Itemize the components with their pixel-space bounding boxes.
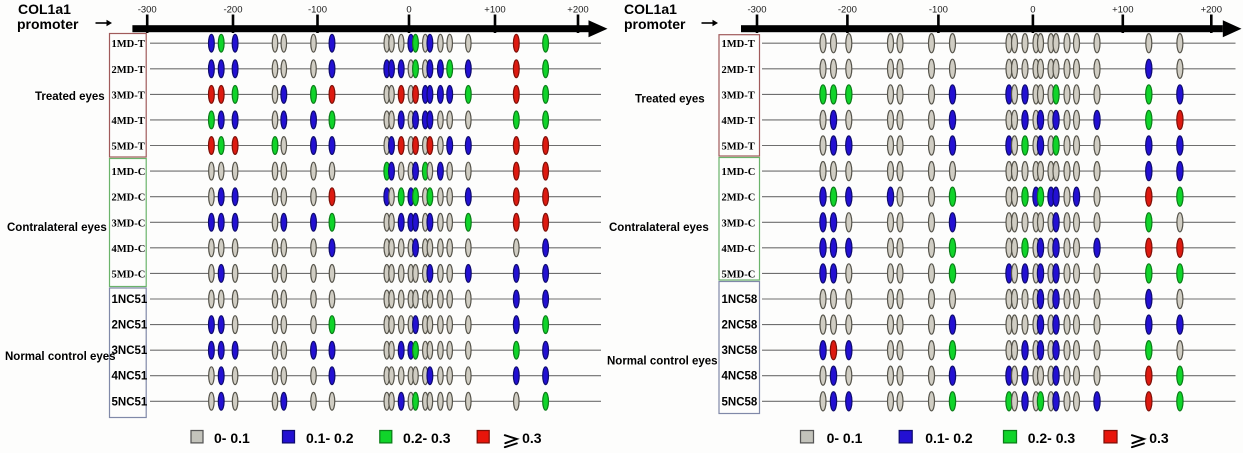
svg-text:4NC58: 4NC58	[722, 371, 758, 383]
svg-text:0.1- 0.2: 0.1- 0.2	[925, 430, 973, 446]
svg-text:-200: -200	[223, 5, 242, 16]
svg-text:2MD-T: 2MD-T	[112, 65, 145, 76]
svg-text:promoter: promoter	[624, 16, 686, 32]
svg-text:0.3: 0.3	[522, 430, 542, 446]
svg-text:2MD-C: 2MD-C	[112, 193, 146, 204]
svg-text:0- 0.1: 0- 0.1	[214, 430, 250, 446]
svg-text:promoter: promoter	[17, 16, 79, 32]
svg-text:4MD-T: 4MD-T	[112, 116, 145, 127]
svg-text:4NC51: 4NC51	[112, 371, 148, 383]
svg-text:1NC51: 1NC51	[112, 294, 148, 306]
svg-text:+100: +100	[1112, 5, 1133, 16]
svg-text:Contralateral eyes: Contralateral eyes	[7, 222, 107, 234]
svg-text:Contralateral eyes: Contralateral eyes	[609, 222, 709, 234]
svg-text:Normal control eyes: Normal control eyes	[5, 351, 116, 363]
svg-text:0- 0.1: 0- 0.1	[827, 430, 863, 446]
svg-text:3MD-C: 3MD-C	[112, 218, 146, 229]
svg-text:2MD-C: 2MD-C	[722, 193, 756, 204]
svg-text:Normal control eyes: Normal control eyes	[607, 356, 718, 368]
svg-text:0.2- 0.3: 0.2- 0.3	[403, 430, 451, 446]
svg-text:4MD-C: 4MD-C	[112, 244, 146, 255]
svg-text:-100: -100	[929, 5, 948, 16]
svg-text:5NC51: 5NC51	[112, 396, 148, 408]
svg-text:1MD-T: 1MD-T	[112, 39, 145, 50]
svg-text:3MD-C: 3MD-C	[722, 218, 756, 229]
svg-text:-300: -300	[138, 5, 157, 16]
svg-text:+100: +100	[484, 5, 505, 16]
svg-text:-100: -100	[308, 5, 327, 16]
svg-text:COL1a1: COL1a1	[18, 1, 71, 17]
svg-text:-300: -300	[747, 5, 766, 16]
svg-text:Treated eyes: Treated eyes	[635, 94, 705, 106]
svg-text:0: 0	[1030, 5, 1035, 16]
svg-text:5MD-C: 5MD-C	[722, 269, 756, 280]
svg-text:1MD-C: 1MD-C	[722, 167, 756, 178]
svg-text:0.3: 0.3	[1149, 430, 1169, 446]
svg-text:0.1- 0.2: 0.1- 0.2	[306, 430, 354, 446]
svg-text:2NC58: 2NC58	[722, 320, 758, 332]
svg-text:0: 0	[406, 5, 411, 16]
svg-text:COL1a1: COL1a1	[624, 1, 677, 17]
svg-text:1NC58: 1NC58	[722, 294, 758, 306]
svg-text:+200: +200	[567, 5, 588, 16]
svg-text:3MD-T: 3MD-T	[722, 90, 755, 101]
svg-text:1MD-T: 1MD-T	[722, 39, 755, 50]
svg-text:0.2- 0.3: 0.2- 0.3	[1028, 430, 1076, 446]
svg-text:4MD-C: 4MD-C	[722, 244, 756, 255]
svg-text:2MD-T: 2MD-T	[722, 65, 755, 76]
svg-text:3NC51: 3NC51	[112, 345, 148, 357]
svg-text:Treated eyes: Treated eyes	[35, 91, 105, 103]
svg-text:4MD-T: 4MD-T	[722, 116, 755, 127]
svg-text:5MD-T: 5MD-T	[112, 142, 145, 153]
svg-text:5MD-T: 5MD-T	[722, 142, 755, 153]
svg-text:+200: +200	[1201, 5, 1222, 16]
svg-text:5MD-C: 5MD-C	[112, 269, 146, 280]
svg-text:-200: -200	[838, 5, 857, 16]
svg-text:2NC51: 2NC51	[112, 320, 148, 332]
svg-text:3MD-T: 3MD-T	[112, 90, 145, 101]
svg-text:1MD-C: 1MD-C	[112, 167, 146, 178]
svg-text:5NC58: 5NC58	[722, 396, 758, 408]
svg-text:3NC58: 3NC58	[722, 345, 758, 357]
